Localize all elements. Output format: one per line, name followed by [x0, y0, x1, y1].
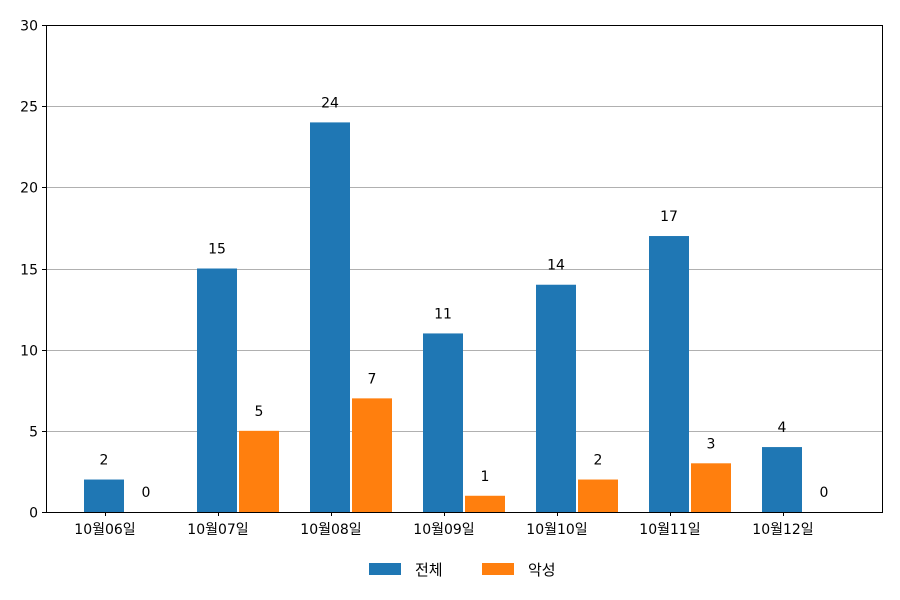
x-tick-label: 10월11일: [639, 522, 700, 538]
bar-series-2: [465, 495, 505, 512]
y-tick-label: 0: [29, 506, 38, 522]
y-tick-label: 25: [20, 100, 38, 116]
x-axis: 10월06일 10월07일 10월08일 10월09일 10월10일 10월11일 10월1…: [74, 512, 814, 538]
data-label: 1: [481, 469, 490, 485]
legend: 전체 악성: [369, 561, 556, 579]
data-label: 3: [707, 436, 716, 452]
x-tick-label: 10월10일: [526, 522, 587, 538]
plot-frame: [46, 25, 883, 513]
data-label: 24: [321, 95, 339, 111]
y-tick-label: 30: [20, 19, 38, 35]
bars: [84, 122, 802, 513]
x-tick-label: 10월07일: [187, 522, 248, 538]
y-tick-label: 10: [20, 344, 38, 360]
bar-series-2: [691, 463, 731, 512]
legend-swatch: [369, 563, 401, 575]
y-tick-label: 15: [20, 263, 38, 279]
bar-series-2: [239, 430, 279, 512]
bar-series-1: [310, 122, 350, 513]
legend-swatch: [482, 563, 514, 575]
data-label: 11: [434, 306, 452, 322]
bar-series-1: [536, 284, 576, 512]
gridlines: [46, 106, 882, 432]
data-label: 2: [100, 453, 109, 469]
bar-series-1: [423, 333, 463, 512]
data-label: 5: [255, 404, 264, 420]
data-label: 0: [820, 485, 829, 501]
x-tick-label: 10월06일: [74, 522, 135, 538]
bar-series-1: [649, 236, 689, 513]
legend-label: 악성: [528, 561, 556, 579]
data-label: 17: [660, 209, 678, 225]
data-label: 15: [208, 242, 226, 258]
y-tick-label: 5: [29, 425, 38, 441]
data-label: 14: [547, 258, 565, 274]
data-label: 4: [778, 420, 787, 436]
y-axis: 0 5 10 15 20 25 30: [20, 19, 46, 522]
data-label: 2: [594, 453, 603, 469]
bar-series-2: [578, 479, 618, 512]
bar-series-1: [84, 479, 124, 512]
bar-series-1: [762, 447, 802, 512]
y-tick-label: 20: [20, 181, 38, 197]
x-tick-label: 10월12일: [752, 522, 813, 538]
x-tick-label: 10월09일: [413, 522, 474, 538]
x-tick-label: 10월08일: [300, 522, 361, 538]
bar-series-2: [352, 398, 392, 512]
bar-series-1: [197, 268, 237, 512]
data-label: 7: [368, 371, 377, 387]
legend-label: 전체: [415, 561, 443, 579]
data-label: 0: [142, 485, 151, 501]
